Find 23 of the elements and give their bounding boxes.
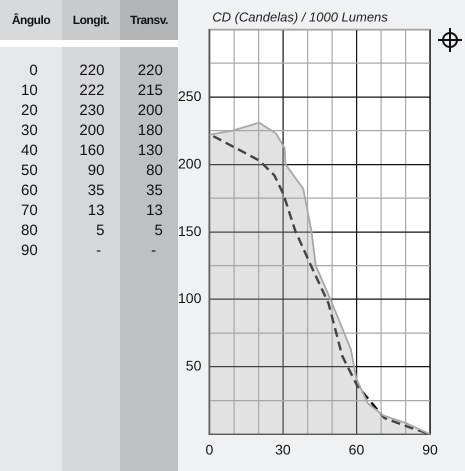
text: 60 35 35 xyxy=(21,181,163,201)
text: 40 160 130 xyxy=(21,141,163,161)
y-tick-label: 100 xyxy=(178,290,202,306)
x-tick-label: 30 xyxy=(275,441,291,458)
x-tick-label: 60 xyxy=(348,441,364,458)
text: 20 230 200 xyxy=(21,101,163,121)
text: 50 90 80 xyxy=(21,161,163,181)
text: 10 222 215 xyxy=(21,81,163,101)
y-tick-label: 50 xyxy=(186,358,202,374)
x-tick-label: 90 xyxy=(422,441,438,458)
text: 0 220 220 xyxy=(28,61,163,81)
text: 30 200 180 xyxy=(21,121,163,141)
text: 70 13 13 xyxy=(21,201,163,221)
text: Longit. xyxy=(62,0,120,40)
chart-title: CD (Candelas) / 1000 Lumens xyxy=(212,9,388,24)
x-tick-label: 0 xyxy=(205,441,214,458)
text: Ângulo xyxy=(0,0,62,40)
text: 80 5 5 xyxy=(21,221,163,241)
y-tick-label: 150 xyxy=(178,222,202,239)
text: Transv. xyxy=(120,0,178,40)
text: 90 - - xyxy=(21,241,158,261)
y-tick-label: 250 xyxy=(178,88,202,104)
y-tick-label: 200 xyxy=(178,155,202,172)
